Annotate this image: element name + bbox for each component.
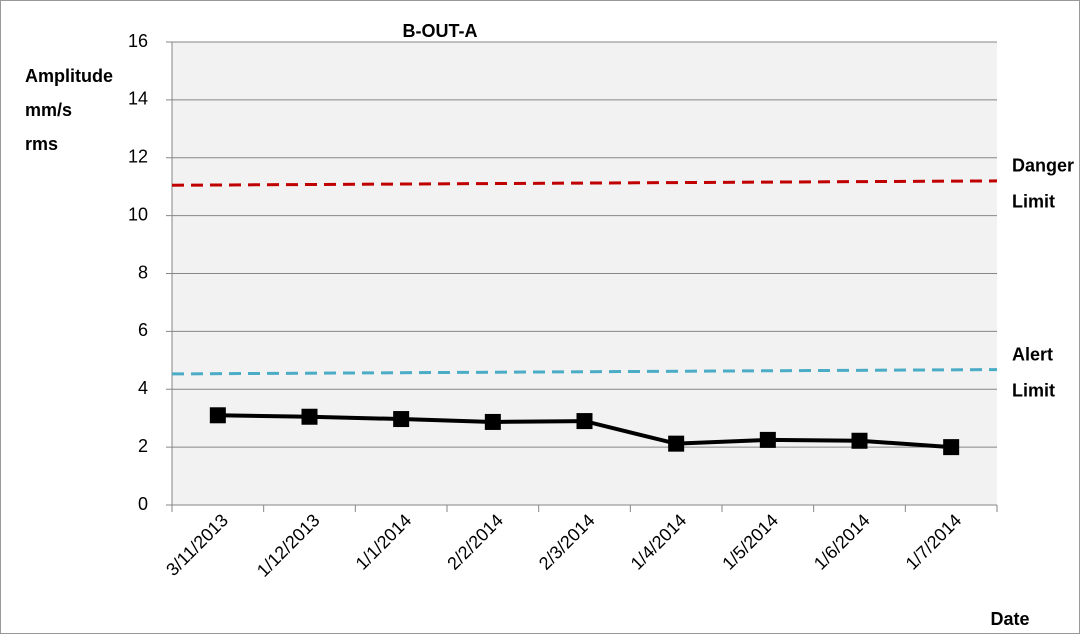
data-marker xyxy=(393,411,410,428)
reference-line xyxy=(171,179,998,187)
y-tick-label: 4 xyxy=(138,378,148,398)
data-marker xyxy=(943,439,960,456)
reference-line xyxy=(171,368,998,376)
y-tick-label: 2 xyxy=(138,436,148,456)
reference-label: Limit xyxy=(1012,192,1055,212)
data-marker xyxy=(668,435,685,452)
data-marker xyxy=(576,413,593,430)
reference-label: Limit xyxy=(1012,380,1055,400)
data-marker xyxy=(484,413,501,430)
data-marker xyxy=(209,407,226,424)
y-tick-label: 8 xyxy=(138,262,148,282)
y-tick-label: 16 xyxy=(128,31,148,51)
data-marker xyxy=(301,408,318,425)
y-tick-label: 10 xyxy=(128,204,148,224)
data-marker xyxy=(851,432,868,449)
y-axis-title: Amplitude xyxy=(25,66,113,86)
data-marker xyxy=(759,431,776,448)
y-axis-title: rms xyxy=(25,134,58,154)
y-tick-label: 14 xyxy=(128,89,148,109)
chart-title: B-OUT-A xyxy=(403,21,478,41)
y-tick-label: 0 xyxy=(138,494,148,514)
y-axis-title: mm/s xyxy=(25,100,72,120)
x-axis-title: Date xyxy=(990,609,1029,629)
reference-label: Danger xyxy=(1012,156,1074,176)
y-tick-label: 6 xyxy=(138,320,148,340)
y-tick-label: 12 xyxy=(128,147,148,167)
reference-label: Alert xyxy=(1012,344,1053,364)
